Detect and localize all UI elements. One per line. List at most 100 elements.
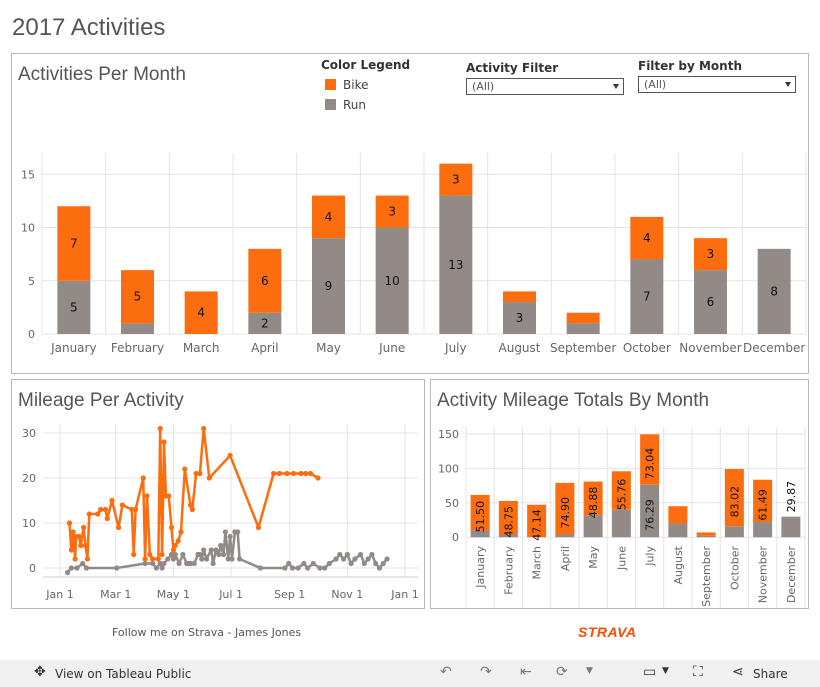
mileage-totals-chart: 0 50 100 150 51.50 January 48.75 February 47.14 M… (438, 427, 806, 608)
bar-run (668, 523, 688, 538)
view-on-tableau-button[interactable]: View on Tableau Public (55, 667, 192, 681)
bar-label: 6 (261, 274, 269, 288)
bar-bike (470, 494, 490, 531)
data-point-run (165, 556, 171, 562)
data-point-run (68, 565, 74, 571)
data-point-run (373, 560, 379, 567)
data-point-bike (178, 529, 184, 535)
data-point-bike (193, 470, 199, 477)
bar-bike (696, 532, 716, 536)
chevron-down-icon (785, 82, 791, 87)
data-point-run (369, 551, 375, 558)
strava-logo[interactable]: STRAVA (578, 624, 637, 640)
bar-bike (630, 216, 664, 260)
y-tick-label: 0 (28, 328, 35, 341)
y-tick-label: 15 (21, 168, 35, 181)
x-tick-label: Sep 1 (274, 588, 305, 601)
data-point-bike (201, 425, 207, 432)
data-point-bike (298, 470, 304, 477)
data-point-bike (84, 556, 91, 562)
bar-bike (248, 248, 282, 313)
bar-run (248, 312, 282, 334)
data-point-run (199, 556, 205, 562)
data-point-bike (315, 475, 321, 481)
data-point-run (210, 560, 216, 567)
data-point-run (114, 565, 120, 571)
data-point-run (333, 556, 339, 562)
data-point-bike (82, 542, 89, 549)
chevron-down-icon[interactable]: ▼ (586, 666, 593, 676)
revert-icon[interactable]: ⇤ (520, 664, 532, 680)
x-tick-label: October (728, 546, 741, 590)
data-point-bike (206, 475, 212, 481)
data-point-run (168, 551, 175, 558)
data-point-bike (116, 524, 122, 531)
bar-bike (498, 500, 518, 535)
data-point-bike (290, 470, 297, 477)
data-point-run (348, 560, 354, 567)
bar-label: 4 (197, 306, 205, 320)
bar-bike (566, 312, 600, 324)
data-point-run (157, 560, 163, 567)
x-tick-label: July (644, 546, 657, 567)
refresh-icon[interactable]: ⟳ (556, 664, 568, 680)
data-point-bike (66, 520, 73, 526)
mileage-per-activity-panel: Mileage Per Activity (11, 379, 425, 609)
redo-icon[interactable]: ↷ (480, 664, 492, 680)
undo-icon[interactable]: ↶ (440, 664, 452, 680)
data-point-bike (271, 470, 277, 477)
x-tick-label: August (499, 341, 541, 355)
bar-run (583, 515, 603, 538)
data-point-run (282, 565, 288, 571)
data-point-run (142, 560, 148, 567)
data-point-run (197, 551, 203, 558)
bar-run (696, 535, 716, 538)
bar-label: 7 (70, 237, 78, 251)
bar-label: 48.75 (502, 506, 515, 538)
bar-bike (57, 206, 91, 281)
chevron-down-icon[interactable]: ▼ (662, 666, 669, 676)
comment-icon[interactable]: ▭ (643, 664, 657, 680)
y-tick-label: 0 (29, 562, 36, 575)
share-button[interactable]: Share (753, 667, 788, 681)
data-point-bike (168, 524, 175, 531)
bar-label: 48.88 (587, 487, 600, 518)
data-point-bike (95, 511, 101, 517)
data-point-run (235, 529, 241, 535)
data-point-run (257, 565, 263, 571)
bar-bike (668, 506, 688, 524)
data-point-bike (255, 524, 262, 531)
data-point-run (305, 565, 311, 571)
bar-bike (583, 481, 603, 516)
bar-label: 51.50 (474, 501, 487, 533)
footer-strava-link[interactable]: Follow me on Strava - James Jones (112, 626, 302, 639)
data-point-bike (133, 506, 139, 513)
page-title: 2017 Activities (12, 14, 166, 41)
activity-filter-select[interactable]: (All) (466, 78, 624, 95)
data-point-run (227, 533, 233, 540)
data-point-bike (98, 506, 104, 513)
data-point-run (153, 565, 160, 571)
month-filter-select[interactable]: (All) (638, 76, 796, 93)
data-point-run (222, 529, 229, 535)
share-icon[interactable]: ⋖ (732, 664, 744, 680)
data-point-bike (150, 556, 156, 562)
data-point-bike (142, 556, 148, 562)
activities-per-month-title: Activities Per Month (18, 64, 186, 85)
y-tick-label: 30 (22, 427, 36, 440)
bar-run (753, 522, 773, 538)
legend-item-bike[interactable]: Bike (325, 78, 368, 92)
legend-item-run[interactable]: Run (325, 98, 366, 112)
data-point-bike (140, 475, 146, 481)
data-point-run (295, 565, 301, 571)
y-tick-label: 50 (445, 497, 459, 510)
fullscreen-icon[interactable]: ⛶ (693, 664, 703, 680)
x-tick-label: Jan 1 (390, 588, 418, 601)
x-tick-label: June (378, 341, 405, 355)
bar-label: 29.87 (785, 481, 798, 512)
data-point-run (337, 551, 343, 558)
x-tick-label: December (743, 341, 805, 355)
bar-run (630, 259, 664, 334)
data-point-run (361, 560, 367, 567)
data-point-run (180, 551, 186, 558)
